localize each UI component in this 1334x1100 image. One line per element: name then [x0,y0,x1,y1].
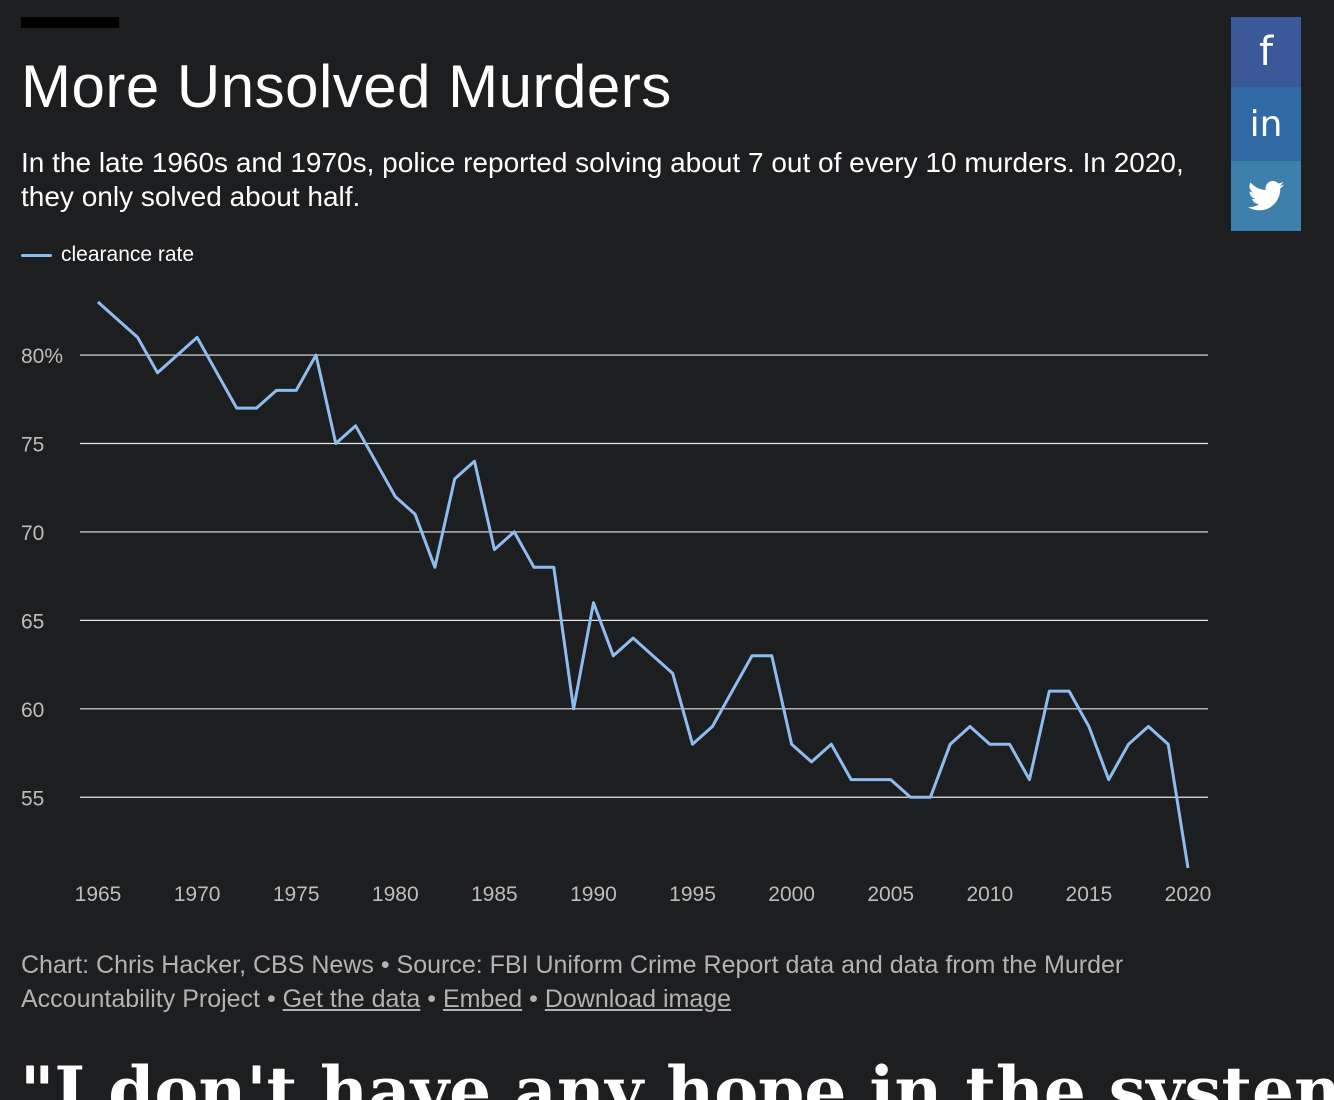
y-axis-ticks: 55 60 65 70 75 80% [21,345,63,810]
get-data-link[interactable]: Get the data [282,985,421,1013]
legend-swatch [21,253,52,257]
y-tick-label: 80% [21,345,63,368]
chart-legend: clearance rate [21,243,194,267]
footer-separator: • [260,985,283,1013]
y-tick-label: 60 [21,699,44,722]
chart-title: More Unsolved Murders [21,53,672,120]
x-tick-label: 2015 [1066,883,1113,906]
x-tick-label: 2010 [966,883,1013,906]
series-line-clearance-rate [97,300,1190,869]
twitter-icon [1248,181,1284,211]
embed-link[interactable]: Embed [442,985,523,1013]
x-tick-label: 1985 [471,883,518,906]
next-section-headline: "I don't have any hope in the system" [20,1052,1334,1100]
linkedin-icon: in [1249,103,1283,145]
download-image-link[interactable]: Download image [544,985,732,1013]
legend-label: clearance rate [61,243,195,266]
y-tick-label: 70 [21,522,44,545]
x-tick-label: 1975 [273,883,320,906]
share-bar: f in [1231,17,1301,231]
footer-separator: • [420,985,443,1013]
x-tick-label: 1965 [75,883,122,906]
gridlines [80,354,1208,798]
linkedin-share-button[interactable]: in [1231,87,1301,161]
chart-subtitle: In the late 1960s and 1970s, police repo… [21,147,1184,212]
y-tick-label: 65 [21,610,44,633]
footer-separator: • [522,985,545,1013]
brand-bar [21,17,119,28]
x-tick-label: 1980 [372,883,419,906]
x-tick-label: 2005 [867,883,914,906]
x-axis-ticks: 1965 1970 1975 1980 1985 1990 1995 2000 2005 2010… [75,883,1212,906]
x-tick-label: 1990 [570,883,617,906]
series-layer [97,300,1190,869]
y-tick-label: 75 [21,434,44,457]
chart-footer: Chart: Chris Hacker, CBS News • Source: … [21,948,1261,1016]
twitter-share-button[interactable] [1231,161,1301,231]
x-tick-label: 2000 [768,883,815,906]
y-tick-label: 55 [21,787,44,810]
facebook-icon: f [1258,29,1274,75]
x-tick-label: 2020 [1165,883,1212,906]
x-tick-label: 1970 [174,883,221,906]
footer-credit: Chart: Chris Hacker, CBS News • Source: … [21,951,1124,1013]
x-tick-label: 1995 [669,883,716,906]
facebook-share-button[interactable]: f [1231,17,1301,87]
